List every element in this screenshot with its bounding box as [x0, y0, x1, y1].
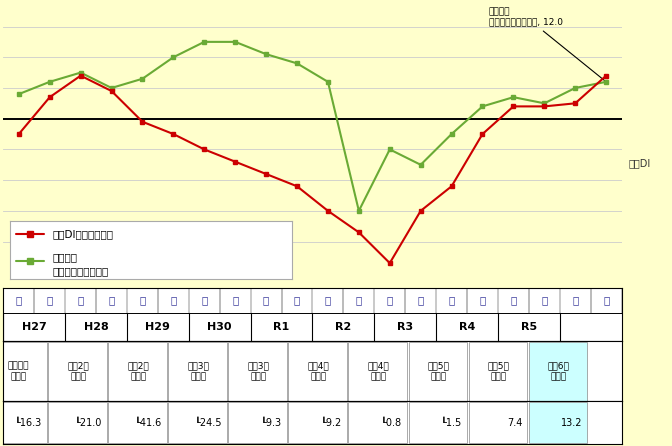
- Text: 上: 上: [541, 296, 548, 306]
- Text: 上: 上: [232, 296, 239, 306]
- Bar: [288, 402, 347, 443]
- Text: H30: H30: [208, 322, 232, 332]
- Bar: [529, 402, 587, 443]
- Text: 下: 下: [510, 296, 517, 306]
- Bar: [468, 402, 528, 443]
- Text: ┖9.3: ┖9.3: [261, 417, 282, 428]
- Text: 下: 下: [139, 296, 146, 306]
- Bar: [169, 402, 227, 443]
- Text: 7.4: 7.4: [507, 417, 522, 428]
- Text: 下: 下: [201, 296, 208, 306]
- Bar: [529, 342, 587, 401]
- Text: R5: R5: [521, 322, 537, 332]
- Text: ┖41.6: ┖41.6: [135, 417, 162, 428]
- Bar: [228, 402, 287, 443]
- Text: 上: 上: [417, 296, 424, 306]
- Text: 令和4年
下半期: 令和4年 下半期: [368, 362, 389, 381]
- Text: 上: 上: [108, 296, 115, 306]
- Text: 令和元年
下半期: 令和元年 下半期: [7, 362, 29, 381]
- Text: 令和2年
下半期: 令和2年 下半期: [128, 362, 149, 381]
- Bar: [349, 342, 407, 401]
- Bar: [409, 342, 467, 401]
- Text: 下: 下: [263, 296, 269, 306]
- Text: 上: 上: [294, 296, 300, 306]
- Text: R3: R3: [397, 322, 413, 332]
- Text: ┖16.3: ┖16.3: [15, 417, 42, 428]
- Bar: [409, 402, 467, 443]
- Bar: [108, 342, 167, 401]
- Text: 令和3年
上半期: 令和3年 上半期: [187, 362, 210, 381]
- Text: 令和3年
下半期: 令和3年 下半期: [247, 362, 269, 381]
- Text: 日銀短観: 日銀短観: [52, 252, 77, 263]
- Text: ┖1.5: ┖1.5: [441, 417, 462, 428]
- Text: H29: H29: [145, 322, 171, 332]
- Bar: [228, 342, 287, 401]
- Text: 上: 上: [603, 296, 610, 306]
- Text: ┖0.8: ┖0.8: [381, 417, 403, 428]
- Text: ┖24.5: ┖24.5: [195, 417, 222, 428]
- Text: 景況DI（食品産業）: 景況DI（食品産業）: [52, 229, 114, 240]
- Text: 景況DI: 景況DI: [628, 158, 650, 168]
- Bar: [0, 342, 47, 401]
- Text: 令和4年
上半期: 令和4年 上半期: [308, 362, 329, 381]
- Text: （全産業・全規模）: （全産業・全規模）: [52, 266, 109, 276]
- Bar: [0, 402, 47, 443]
- Text: H27: H27: [22, 322, 46, 332]
- Bar: [48, 342, 107, 401]
- Text: R4: R4: [459, 322, 475, 332]
- Text: 上: 上: [170, 296, 177, 306]
- Bar: [169, 342, 227, 401]
- Text: 下: 下: [77, 296, 84, 306]
- Text: 下: 下: [15, 296, 22, 306]
- Text: ┖9.2: ┖9.2: [321, 417, 342, 428]
- Text: 上: 上: [46, 296, 53, 306]
- Text: R1: R1: [274, 322, 290, 332]
- Bar: [48, 402, 107, 443]
- Text: 下: 下: [448, 296, 455, 306]
- Text: 下: 下: [325, 296, 331, 306]
- Bar: [108, 402, 167, 443]
- Text: 令和5年
上半期: 令和5年 上半期: [427, 362, 450, 381]
- Text: 上: 上: [479, 296, 486, 306]
- Text: 13.2: 13.2: [561, 417, 583, 428]
- Text: 日銀短観
（全産業・全規模）, 12.0: 日銀短観 （全産業・全規模）, 12.0: [489, 7, 604, 80]
- Text: H28: H28: [84, 322, 108, 332]
- Bar: [468, 342, 528, 401]
- Text: ┖21.0: ┖21.0: [75, 417, 102, 428]
- Text: 令和2年
上半期: 令和2年 上半期: [67, 362, 89, 381]
- Text: 令和5年
下半期: 令和5年 下半期: [488, 362, 509, 381]
- Text: 令和6年
上半期: 令和6年 上半期: [548, 362, 569, 381]
- Text: 下: 下: [572, 296, 579, 306]
- Text: 上: 上: [355, 296, 362, 306]
- Bar: [288, 342, 347, 401]
- Text: R2: R2: [335, 322, 351, 332]
- Text: 下: 下: [386, 296, 393, 306]
- Bar: [349, 402, 407, 443]
